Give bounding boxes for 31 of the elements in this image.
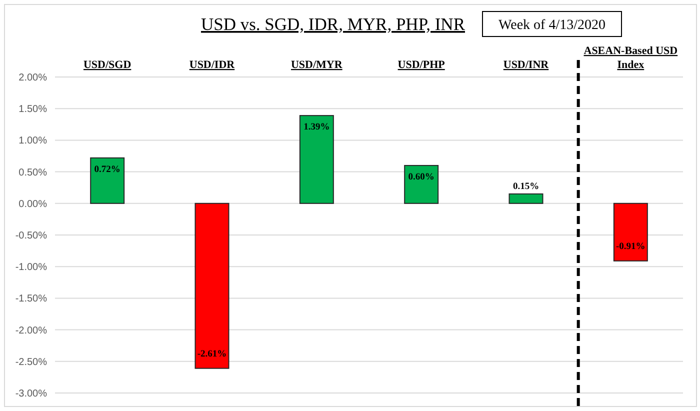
y-tick-label: -2.00% bbox=[15, 325, 48, 336]
bar bbox=[194, 202, 230, 369]
chart-subtitle: Week of 4/13/2020 bbox=[498, 18, 606, 33]
y-tick-label: -2.50% bbox=[15, 356, 48, 368]
data-label: -0.91% bbox=[616, 242, 646, 252]
data-label: -2.61% bbox=[197, 349, 227, 360]
x-tick-label: USD/INR bbox=[503, 59, 550, 71]
x-tick-label: USD/MYR bbox=[290, 59, 344, 71]
y-tick-label: 2.00% bbox=[18, 72, 48, 84]
bar bbox=[508, 193, 544, 204]
y-tick-label: -1.00% bbox=[15, 262, 48, 274]
y-tick-label: 1.00% bbox=[18, 136, 48, 147]
y-tick-label: 1.50% bbox=[18, 104, 48, 116]
data-label: 1.39% bbox=[304, 122, 330, 133]
y-tick-label: 0.00% bbox=[18, 198, 48, 210]
x-tick-label: ASEAN-Based USD Index bbox=[584, 45, 678, 71]
bar bbox=[404, 164, 439, 204]
bar bbox=[90, 157, 125, 204]
data-label: 0.60% bbox=[408, 172, 434, 182]
x-tick-label: USD/PHP bbox=[398, 59, 446, 71]
bar bbox=[299, 115, 334, 204]
y-tick-label: -0.50% bbox=[15, 230, 48, 242]
bar bbox=[613, 202, 648, 262]
y-tick-label: 0.50% bbox=[18, 167, 48, 178]
y-tick-label: -3.00% bbox=[15, 388, 48, 400]
y-tick-label: -1.50% bbox=[15, 294, 48, 305]
x-tick-label: USD/IDR bbox=[189, 59, 236, 71]
data-label: 0.72% bbox=[94, 164, 120, 175]
data-label: 0.15% bbox=[512, 182, 540, 192]
chart-title: USD vs. SGD, IDR, MYR, PHP, INR bbox=[200, 14, 466, 34]
x-tick-label: USD/SGD bbox=[83, 59, 132, 71]
